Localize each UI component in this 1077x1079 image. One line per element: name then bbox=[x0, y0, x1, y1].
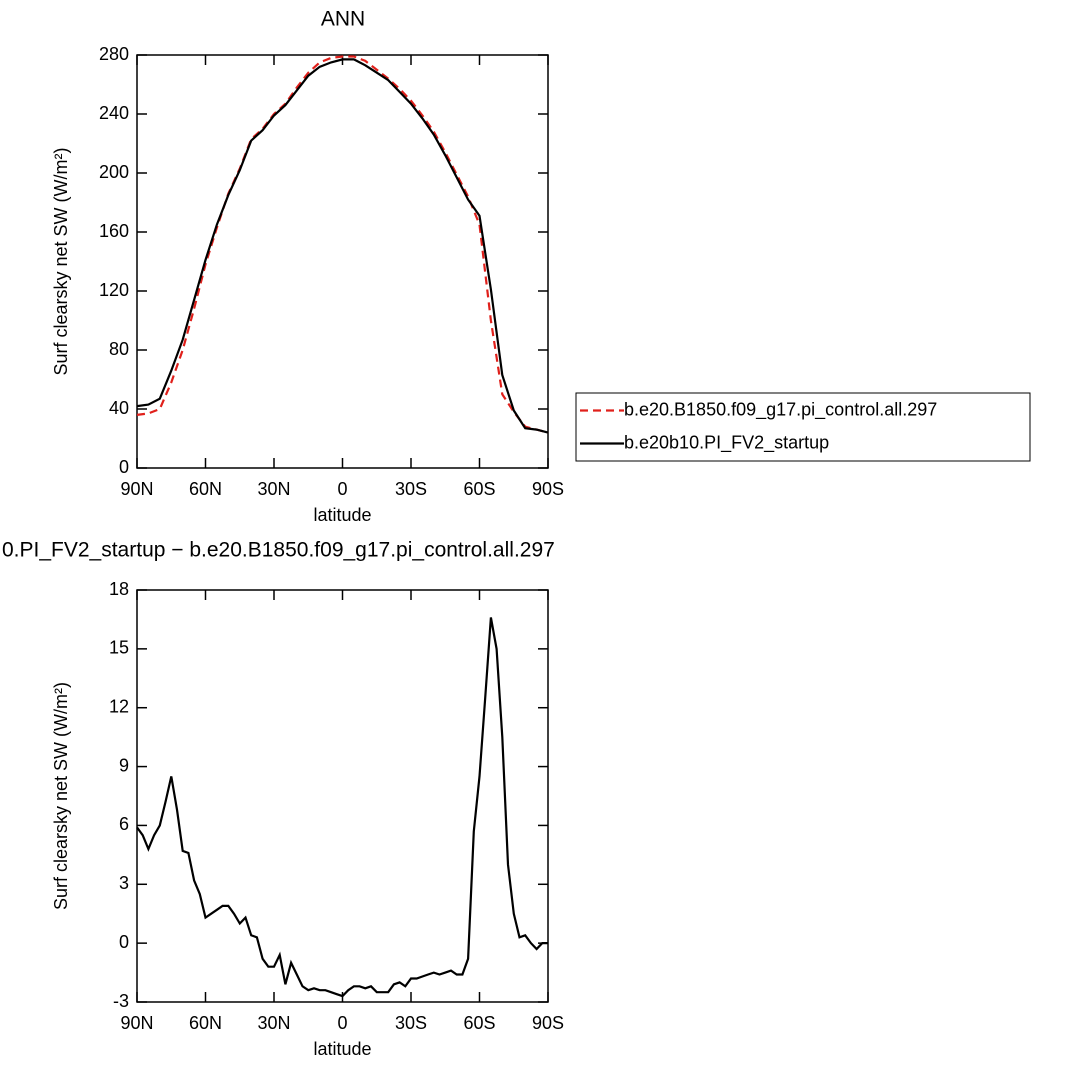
x-axis-label: latitude bbox=[313, 505, 371, 525]
y-tick-label: 6 bbox=[119, 814, 129, 834]
x-tick-label: 60S bbox=[463, 479, 495, 499]
x-tick-label: 90N bbox=[120, 1013, 153, 1033]
chart-title: 0.PI_FV2_startup − b.e20.B1850.f09_g17.p… bbox=[2, 539, 555, 562]
y-tick-label: 120 bbox=[99, 280, 129, 300]
y-tick-label: 160 bbox=[99, 221, 129, 241]
x-tick-label: 90S bbox=[532, 479, 564, 499]
y-tick-label: 3 bbox=[119, 873, 129, 893]
y-axis-label: Surf clearsky net SW (W/m²) bbox=[51, 147, 71, 375]
x-tick-label: 60N bbox=[189, 1013, 222, 1033]
legend-box bbox=[575, 392, 1031, 462]
x-tick-label: 0 bbox=[337, 479, 347, 499]
y-tick-label: 80 bbox=[109, 339, 129, 359]
y-tick-label: 280 bbox=[99, 44, 129, 64]
y-tick-label: 9 bbox=[119, 755, 129, 775]
data-line bbox=[136, 617, 548, 998]
y-axis-label: Surf clearsky net SW (W/m²) bbox=[51, 682, 71, 910]
y-tick-label: 0 bbox=[119, 457, 129, 477]
y-tick-label: 200 bbox=[99, 162, 129, 182]
x-axis-label: latitude bbox=[313, 1039, 371, 1059]
x-tick-label: 90S bbox=[532, 1013, 564, 1033]
y-tick-label: -3 bbox=[113, 991, 129, 1011]
y-tick-label: 240 bbox=[99, 103, 129, 123]
x-tick-label: 30S bbox=[395, 1013, 427, 1033]
plot-frame bbox=[136, 589, 549, 1003]
y-tick-label: 12 bbox=[109, 696, 129, 716]
x-tick-label: 0 bbox=[337, 1013, 347, 1033]
y-tick-label: 40 bbox=[109, 398, 129, 418]
x-tick-label: 30S bbox=[395, 479, 427, 499]
y-tick-label: 0 bbox=[119, 932, 129, 952]
x-tick-label: 30N bbox=[257, 479, 290, 499]
y-tick-label: 18 bbox=[109, 579, 129, 599]
legend-label: b.e20.B1850.f09_g17.pi_control.all.297 bbox=[624, 399, 937, 420]
chart-title: ANN bbox=[321, 8, 365, 31]
x-tick-label: 60N bbox=[189, 479, 222, 499]
x-tick-label: 60S bbox=[463, 1013, 495, 1033]
x-tick-label: 30N bbox=[257, 1013, 290, 1033]
data-line bbox=[136, 58, 549, 434]
x-tick-label: 90N bbox=[120, 479, 153, 499]
legend-label: b.e20b10.PI_FV2_startup bbox=[624, 432, 829, 453]
data-line bbox=[136, 55, 549, 434]
y-tick-label: 15 bbox=[109, 638, 129, 658]
